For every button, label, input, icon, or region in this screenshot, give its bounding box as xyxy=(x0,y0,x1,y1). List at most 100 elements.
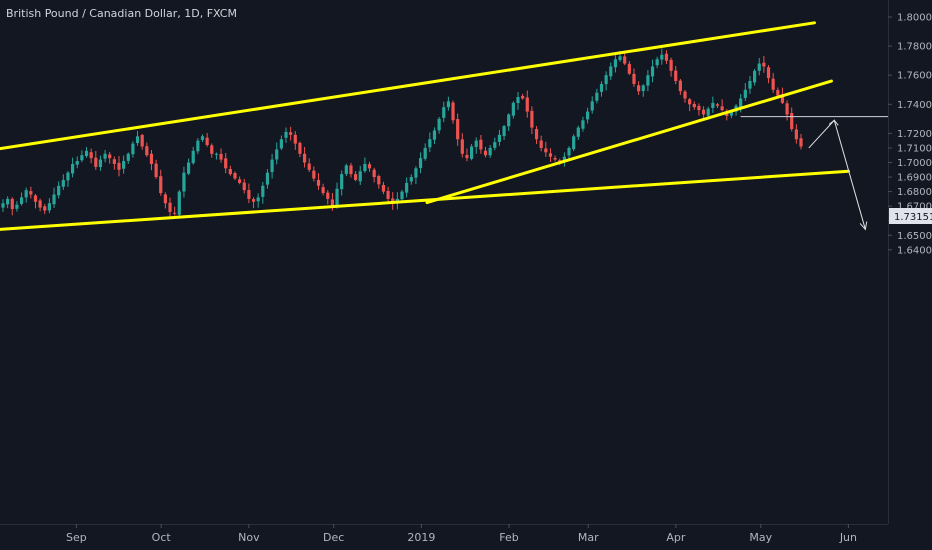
candle-body xyxy=(200,136,205,140)
candle-body xyxy=(108,154,112,159)
candle-body xyxy=(590,101,594,111)
x-tick-label: Apr xyxy=(666,531,686,544)
candle-body xyxy=(400,191,404,200)
candle-body xyxy=(650,66,655,77)
candle-body xyxy=(302,153,307,163)
candle-body xyxy=(145,146,149,156)
candle-body xyxy=(131,143,135,155)
x-tick-label: Dec xyxy=(323,531,344,544)
candle-body xyxy=(173,212,177,214)
candle-body xyxy=(84,150,89,157)
candle-body xyxy=(493,142,497,148)
candle-body xyxy=(567,147,571,156)
candle-body xyxy=(637,85,641,92)
candle-body xyxy=(692,103,696,108)
candle-body xyxy=(701,109,706,115)
candle-body xyxy=(664,53,669,61)
candle-body xyxy=(720,106,724,111)
candle-body xyxy=(307,163,311,170)
candle-body xyxy=(618,56,622,61)
rising-support-line[interactable] xyxy=(425,79,833,205)
candle-body xyxy=(456,119,460,140)
candle-body xyxy=(98,159,103,168)
upper-channel-line[interactable] xyxy=(0,21,816,151)
candle-body xyxy=(279,139,283,149)
candle-body xyxy=(293,134,297,144)
candle-body xyxy=(126,153,130,161)
candle-body xyxy=(391,198,395,204)
candle-body xyxy=(242,182,246,191)
candle-body xyxy=(75,161,79,165)
candle-body xyxy=(214,153,219,155)
candle-body xyxy=(358,171,362,182)
candle-body xyxy=(595,92,599,101)
current-price-tag: 1.73151 xyxy=(889,208,932,224)
candle-body xyxy=(66,172,70,181)
candle-body xyxy=(641,85,645,92)
candle-body xyxy=(469,146,474,159)
candle-body xyxy=(159,176,163,194)
chart-title: British Pound / Canadian Dollar, 1D, FXC… xyxy=(6,7,237,20)
projection-arrowhead xyxy=(859,221,868,231)
candle-body xyxy=(585,111,590,120)
y-tick-label: 1.78000 xyxy=(897,42,932,53)
candle-body xyxy=(414,168,418,178)
candle-body xyxy=(70,163,75,174)
candle-body xyxy=(251,199,256,202)
y-tick-label: 1.72000 xyxy=(897,129,932,140)
candle-body xyxy=(743,89,747,98)
candle-body xyxy=(497,134,502,142)
trendlines-layer xyxy=(0,21,889,231)
candle-body xyxy=(790,113,794,130)
candle-body xyxy=(349,165,353,175)
candle-body xyxy=(367,164,372,169)
candle-body xyxy=(340,174,344,190)
candle-body xyxy=(15,204,19,209)
candle-body xyxy=(312,170,316,179)
candle-body xyxy=(24,190,28,198)
candle-body xyxy=(321,187,325,194)
candle-body xyxy=(89,152,93,159)
candle-body xyxy=(38,200,42,208)
candle-body xyxy=(669,59,673,71)
y-tick-label: 1.80000 xyxy=(897,13,932,24)
candle-body xyxy=(377,176,381,185)
candle-body xyxy=(423,147,427,159)
candle-body xyxy=(706,108,710,116)
candle-body xyxy=(442,107,446,118)
candle-body xyxy=(372,169,376,178)
candle-body xyxy=(511,102,515,116)
candle-body xyxy=(548,153,553,157)
candle-body xyxy=(344,165,348,174)
candle-body xyxy=(47,203,51,211)
y-tick-label: 1.69000 xyxy=(897,173,932,184)
candle-body xyxy=(298,142,302,154)
x-tick-label: 2019 xyxy=(407,531,435,544)
candle-body xyxy=(530,110,534,128)
y-tick-label: 1.71000 xyxy=(897,143,932,154)
candle-body xyxy=(562,156,566,163)
candle-body xyxy=(451,102,455,121)
candle-body xyxy=(604,75,608,85)
candle-body xyxy=(748,81,752,89)
candle-body xyxy=(177,191,181,215)
candle-body xyxy=(623,56,627,64)
lower-channel-line[interactable] xyxy=(0,169,850,231)
y-tick-label: 1.64000 xyxy=(897,245,932,256)
candle-body xyxy=(122,161,126,169)
candle-body xyxy=(776,90,780,96)
x-tick-label: Sep xyxy=(66,531,87,544)
candle-body xyxy=(502,126,506,137)
candle-body xyxy=(799,138,803,147)
candle-body xyxy=(632,73,636,84)
candle-body xyxy=(609,66,613,77)
candle-body xyxy=(405,182,409,193)
candle-body xyxy=(163,194,167,204)
candle-body xyxy=(335,188,339,207)
candle-body xyxy=(117,162,121,170)
x-tick-label: Nov xyxy=(238,531,260,544)
time-axis[interactable]: Sep Oct Nov Dec 2019 Feb Mar Apr May Jun xyxy=(66,524,857,544)
candle-body xyxy=(224,158,228,169)
candle-body xyxy=(488,147,492,156)
